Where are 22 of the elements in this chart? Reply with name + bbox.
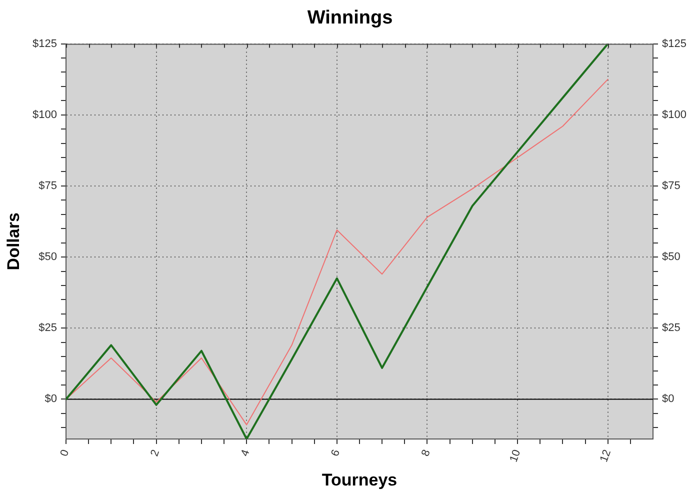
x-tick-label: 4 xyxy=(238,448,252,458)
y2-tick-label: $25 xyxy=(662,322,680,334)
y-tick-label: $25 xyxy=(38,322,57,334)
x-tick-label: 0 xyxy=(58,448,72,458)
x-tick-label: 2 xyxy=(148,448,162,458)
y2-tick-label: $0 xyxy=(662,393,674,406)
y2-tick-label: $75 xyxy=(662,180,680,192)
x-tick-label: 10 xyxy=(508,448,524,464)
x-tick-label: 6 xyxy=(329,448,343,458)
chart-title: Winnings xyxy=(307,8,393,29)
x-axis-title: Tourneys xyxy=(322,470,398,490)
y-tick-label: $50 xyxy=(38,251,57,264)
x-tick-label: 8 xyxy=(420,448,433,458)
x-tick-label: 12 xyxy=(598,448,614,464)
y-tick-label: $0 xyxy=(44,393,57,406)
y2-tick-label: $50 xyxy=(662,251,680,264)
y-axis-title: Dollars xyxy=(4,212,23,270)
y-tick-label: $75 xyxy=(38,180,57,192)
y2-tick-label: $100 xyxy=(662,108,686,121)
y-tick-label: $100 xyxy=(32,108,57,121)
y2-tick-label: $125 xyxy=(662,38,686,50)
y-tick-label: $125 xyxy=(32,38,57,50)
